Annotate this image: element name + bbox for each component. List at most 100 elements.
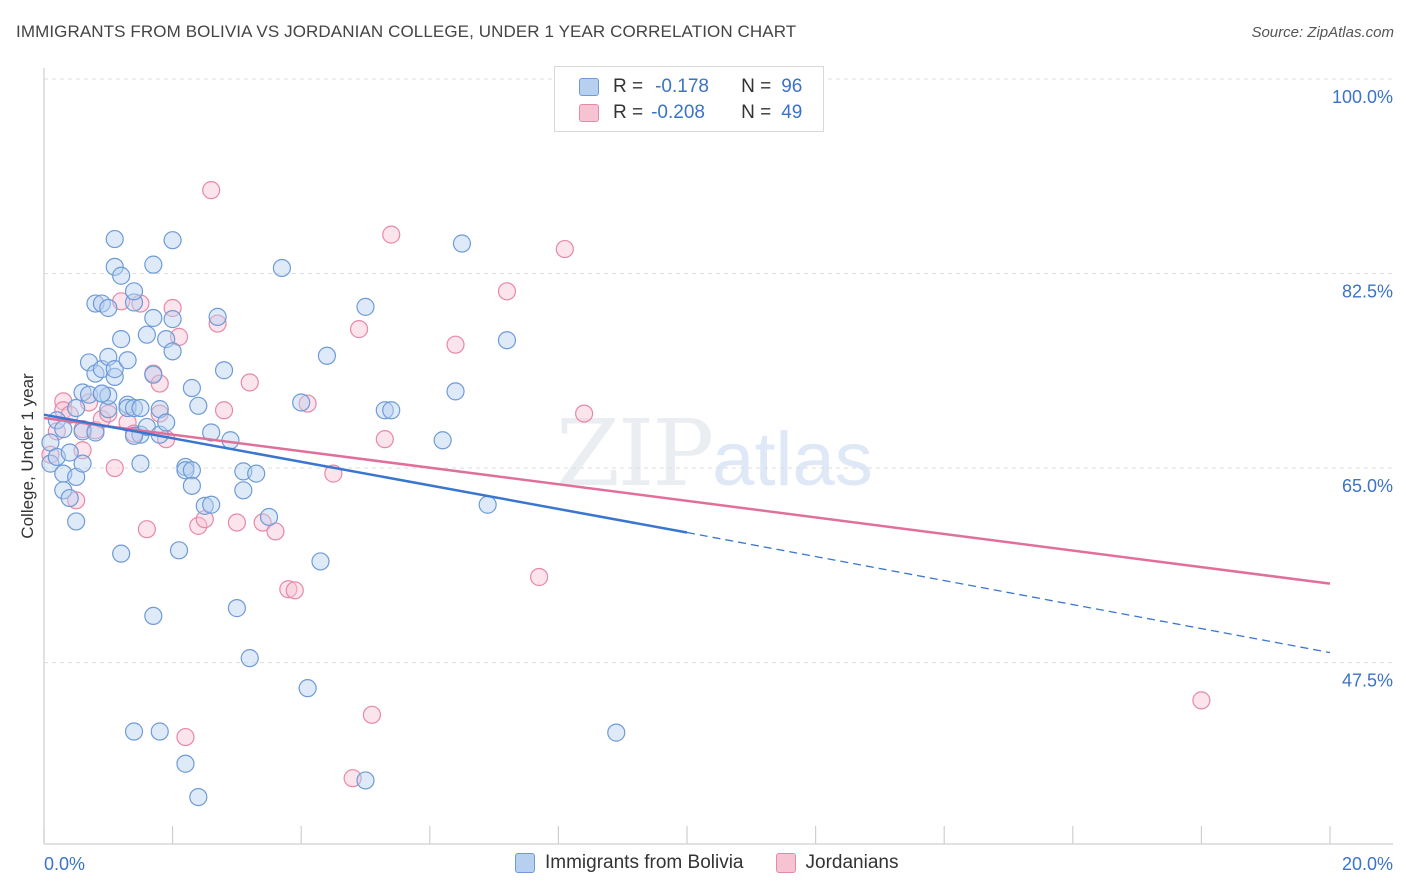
bolivia-point [60,488,79,508]
legend-label-bolivia: Immigrants from Bolivia [545,852,744,873]
bolivia-point [433,431,452,450]
bolivia-point [157,413,176,432]
bolivia-point [54,420,73,439]
legend-swatch-bolivia [515,853,535,873]
bolivia-point [189,396,208,415]
jordanians-point [208,314,227,333]
legend-r-label: R = [613,102,644,123]
legend-swatch-pink [579,104,599,122]
jordanians-point [240,373,259,392]
jordanians-point [530,567,549,587]
jordanians-point [446,335,465,354]
bolivia-point [144,606,163,626]
bolivia-point [202,423,221,442]
bolivia-point [497,331,517,350]
jordanians-point [150,374,169,393]
jordanians-point [105,458,124,478]
jordanians-point [137,520,156,539]
bolivia-point [317,346,337,365]
jordanians-point [202,181,221,200]
bolivia-point [247,464,266,483]
axes [43,68,1393,845]
y-tick-label: 47.5% [1342,671,1393,691]
bolivia-point [99,400,118,419]
jordanians-trend-line [43,416,1331,585]
bolivia-point [163,310,182,329]
jordanians-point [214,401,234,420]
bolivia-point [73,454,92,473]
bolivia-point [234,481,253,500]
jordanians-point [382,225,401,244]
bolivia-point [214,361,234,380]
y-tick-label: 100.0% [1332,87,1393,107]
series-legend: Immigrants from Bolivia Jordanians [515,852,898,874]
jordanians-point [99,404,118,423]
legend-r-value: -0.208 [651,102,705,123]
watermark-atlas: atlas [712,417,873,502]
bolivia-point [118,351,137,370]
bolivia-point [227,599,246,618]
jordanians-point [497,282,517,301]
bolivia-point [382,401,401,420]
bolivia-trend-extension [686,531,1331,654]
bolivia-point [79,385,99,404]
bolivia-point [105,360,124,379]
y-tick-label: 82.5% [1342,282,1393,302]
bolivia-point [67,512,86,531]
bolivia-point [144,365,163,384]
legend-n-label: N = [741,102,772,123]
bolivia-point [311,552,330,571]
bolivia-point [105,229,124,249]
watermark-zip: ZIP [556,400,714,507]
jordanians-points [41,181,1211,788]
bolivia-point [176,461,195,480]
bolivia-point [478,495,497,514]
bolivia-point [60,443,79,462]
bolivia-point [240,649,259,668]
bolivia-point [272,258,292,278]
legend-r-value: -0.178 [655,76,709,97]
legend-n-value: 96 [781,76,803,97]
bolivia-point [67,398,86,418]
bolivia-point [112,544,131,563]
bolivia-point [163,231,182,250]
jordanians-point [1192,691,1211,710]
jordanians-point [575,404,594,423]
y-axis-label: College, Under 1 year [18,373,37,539]
bolivia-point [176,754,195,773]
bolivia-point [189,787,208,807]
bolivia-point [375,401,394,420]
jordanians-point [150,404,169,423]
legend-swatch-blue [579,78,599,96]
jordanians-point [285,581,304,600]
jordanians-point [362,705,382,724]
bolivia-point [356,771,375,790]
bolivia-point [182,378,201,398]
legend-row-bolivia: R = -0.178 N = 96 [579,75,802,99]
bolivia-point [124,282,144,301]
y-tick-label: 65.0% [1342,476,1393,496]
jordanians-point [279,580,298,599]
bolivia-point [124,722,144,741]
legend-n-value: 49 [781,102,803,123]
bolivia-point [92,384,111,403]
bolivia-point [105,257,124,276]
x-tick-label: 0.0% [44,854,85,874]
legend-label-jordanians: Jordanians [805,852,899,873]
bolivia-point [150,722,169,741]
bolivia-point [105,367,124,387]
jordanians-point [227,513,246,532]
bolivia-point [112,266,131,285]
source-label: Source: ZipAtlas.com [1251,24,1394,41]
bolivia-point [137,325,156,344]
bolivia-point [298,679,317,698]
legend-r-label: R = [613,76,644,97]
bolivia-point [202,495,221,514]
bolivia-point [41,454,60,473]
bolivia-point [124,398,144,418]
legend-row-jordanians: R = -0.208 N = 49 [579,101,802,125]
jordanians-point [298,394,317,413]
jordanians-point [555,239,574,259]
bolivia-point [182,461,201,480]
